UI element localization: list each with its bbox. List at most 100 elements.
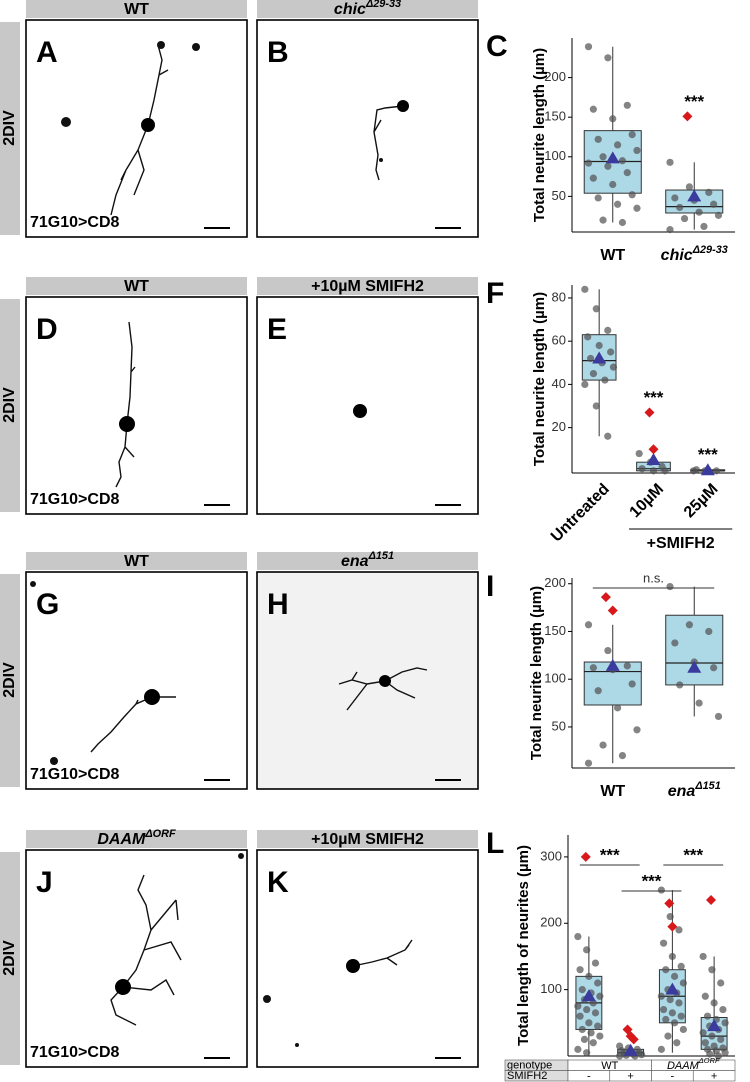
data-point <box>721 1049 729 1057</box>
data-point <box>657 1045 665 1053</box>
mean-marker <box>687 189 702 202</box>
data-point <box>666 158 674 166</box>
data-point <box>604 54 612 62</box>
table-cell-text: - <box>671 1070 675 1082</box>
debris <box>30 581 36 587</box>
data-point <box>591 959 600 967</box>
data-point <box>623 169 631 177</box>
category-label-sup: Δ29-33 <box>692 244 728 256</box>
neuron <box>30 581 176 765</box>
debris <box>238 853 244 859</box>
panel-header: WT <box>124 553 149 570</box>
panel-header: WT <box>124 1 149 18</box>
micrograph <box>25 296 248 515</box>
data-point <box>664 1032 672 1040</box>
panel-header-text: +10µM SMIFH2 <box>311 831 424 848</box>
outlier <box>664 898 675 909</box>
table-cell-text-text: WT <box>601 1060 618 1072</box>
data-point <box>706 1050 714 1058</box>
table-cell-text-text: + <box>711 1070 717 1082</box>
data-point <box>717 979 725 987</box>
data-point <box>584 621 593 629</box>
data-point <box>705 188 713 197</box>
data-point <box>671 194 679 202</box>
data-point <box>695 208 703 216</box>
neuron <box>115 321 136 488</box>
data-point <box>685 621 694 629</box>
data-point <box>601 376 609 384</box>
panel-header-band <box>257 0 478 18</box>
y-tick-label: 50 <box>552 188 566 203</box>
table-cell <box>692 1070 736 1082</box>
data-point <box>657 992 665 1000</box>
side-label: 2DIV <box>1 110 18 146</box>
data-point <box>576 966 584 974</box>
micrograph <box>256 849 479 1068</box>
data-point <box>589 105 597 113</box>
data-point <box>595 341 603 350</box>
data-point <box>583 946 591 954</box>
mean-marker <box>687 660 702 673</box>
panel-header-text: ena <box>341 553 369 570</box>
data-point <box>670 1019 679 1027</box>
debris <box>263 995 271 1003</box>
debris <box>295 1043 299 1047</box>
panel-header-text: chic <box>334 1 366 18</box>
data-point <box>585 972 593 980</box>
table-cell-text-text: - <box>671 1070 675 1082</box>
panel-caption: 71G10>CD8 <box>30 214 119 231</box>
panel-header-sup: Δ151 <box>368 550 394 562</box>
soma <box>119 416 135 432</box>
debris <box>61 117 71 127</box>
data-point <box>714 712 723 721</box>
panel-letter: D <box>36 313 58 346</box>
y-tick-label: 40 <box>552 376 566 391</box>
data-point <box>635 449 643 458</box>
data-point <box>607 348 615 356</box>
neuron <box>263 939 413 1047</box>
data-point <box>613 141 622 149</box>
soma <box>379 675 391 687</box>
comparison-label: n.s. <box>643 570 664 585</box>
data-point <box>599 741 607 749</box>
data-point <box>666 913 674 921</box>
y-tick-label: 200 <box>544 69 566 84</box>
data-point <box>685 183 694 191</box>
debris <box>379 158 383 162</box>
y-axis-label: Total neurite length (µm) <box>531 292 548 466</box>
soma <box>115 979 131 995</box>
data-point <box>594 135 602 143</box>
soma <box>141 118 155 132</box>
data-point <box>699 952 707 961</box>
data-point <box>710 200 718 208</box>
mean-marker <box>646 453 661 466</box>
category-label: enaΔ151 <box>668 780 721 800</box>
data-point <box>671 639 679 647</box>
data-point <box>592 305 600 313</box>
panel-letter: A <box>36 36 58 69</box>
neuron <box>61 41 200 216</box>
neurite <box>373 105 404 181</box>
panel-header-band <box>26 277 247 295</box>
data-point <box>594 979 602 987</box>
outlier <box>607 605 618 616</box>
category-label-text: chic <box>661 247 693 264</box>
debris <box>50 757 58 765</box>
side-band <box>0 22 20 235</box>
mean-marker <box>605 151 620 164</box>
panel-header-text: WT <box>124 278 149 295</box>
micrograph <box>25 571 248 790</box>
data-point <box>578 986 586 994</box>
data-point <box>596 992 604 1000</box>
soma <box>353 404 367 418</box>
data-point <box>594 194 602 202</box>
y-tick-label: 150 <box>544 623 566 638</box>
comparison-label: *** <box>683 845 703 864</box>
box <box>665 614 724 686</box>
side-label: 2DIV <box>1 662 18 698</box>
significance: *** <box>644 388 664 407</box>
data-point <box>708 1032 716 1040</box>
data-point <box>618 157 627 165</box>
data-point <box>609 180 617 189</box>
data-point <box>708 966 716 974</box>
